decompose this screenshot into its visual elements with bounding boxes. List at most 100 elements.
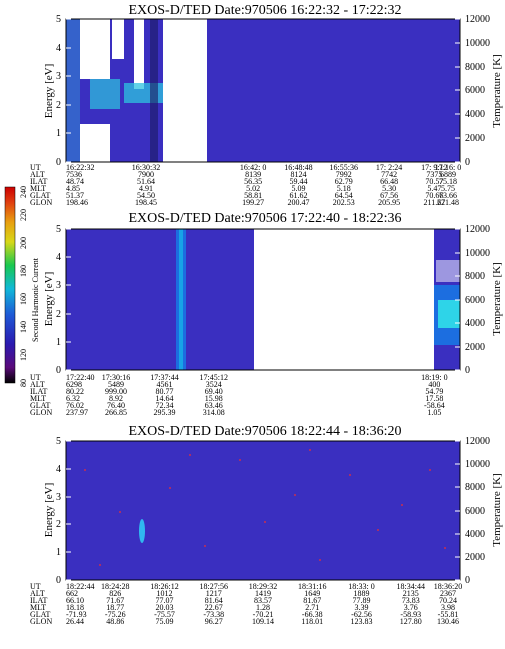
table-cell: 96.27: [205, 617, 223, 626]
y2-tick-label: 12000: [465, 224, 490, 235]
y2-tick-label: 10000: [465, 38, 490, 49]
panel-3: EXOS-D/TED Date:970506 18:22:44 - 18:36:…: [30, 424, 503, 626]
table-cell: 70.57: [425, 177, 443, 186]
colorbar-label: Second Harmonic Current: [31, 257, 40, 342]
row-label: GLAT: [30, 401, 51, 410]
heatmap-plot-area: [66, 441, 460, 580]
heatmap-band: [66, 19, 80, 162]
table-cell: 198.46: [66, 198, 88, 207]
table-cell: 18.77: [106, 603, 124, 612]
row-label: ALT: [30, 380, 45, 389]
table-cell: 51.37: [66, 191, 84, 200]
colorbar-tick: 140: [19, 321, 28, 333]
table-cell: 4.91: [139, 184, 153, 193]
table-cell: 70.24: [439, 596, 457, 605]
heatmap-plot-area: [66, 229, 460, 370]
right-ticks: 0 2000 4000 6000 8000 10000 12000: [455, 436, 490, 586]
colorbar-scale: [4, 186, 16, 384]
table-cell: 76.40: [107, 401, 125, 410]
y-tick-label: 2: [56, 309, 61, 320]
table-cell: 75.09: [156, 617, 174, 626]
y-tick-label: 4: [56, 464, 61, 475]
table-cell: 48.86: [106, 617, 124, 626]
heatmap-band: [438, 300, 460, 328]
row-label: GLAT: [30, 610, 51, 619]
table-cell: 81.64: [205, 596, 223, 605]
left-ticks: 0 1 2 3 4 5: [56, 436, 71, 586]
row-labels: UT ALT ILAT MLT GLAT GLON: [30, 163, 52, 207]
colorbar-tick: 80: [19, 379, 28, 387]
table-cell: 5.02: [246, 184, 260, 193]
table-cell: 1.28: [256, 603, 270, 612]
row-label: GLON: [30, 617, 52, 626]
table-cell: 70.66: [425, 191, 443, 200]
table-values: 16:22:32 16:30:32 16:42: 0 16:48:48 16:55:36…: [66, 163, 461, 207]
y-tick-label: 0: [56, 157, 61, 168]
colorbar-tick: 180: [19, 265, 28, 277]
row-label: GLAT: [30, 191, 51, 200]
table-cell: 3.98: [441, 603, 455, 612]
table-cell: 130.46: [437, 617, 459, 626]
table-cell: 5.09: [291, 184, 305, 193]
table-cell: 18:31:16: [298, 582, 326, 591]
panel-2: EXOS-D/TED Date:970506 17:22:40 - 18:22:…: [4, 186, 503, 417]
table-cell: 17:37:44: [150, 373, 178, 382]
table-cell: 8124: [290, 170, 306, 179]
table-cell: 3.76: [404, 603, 418, 612]
table-cell: 123.83: [351, 617, 373, 626]
table-cell: -71.93: [66, 610, 87, 619]
left-ticks: 0 1 2 3 4 5: [56, 14, 71, 168]
table-cell: 26.44: [66, 617, 84, 626]
table-cell: 15.98: [205, 394, 223, 403]
table-cell: 16:48:48: [284, 163, 312, 172]
y2-tick-label: 4000: [465, 109, 485, 120]
colorbar: Second Harmonic Current 80 120 140 160 1…: [4, 186, 40, 387]
table-cell: 8139: [245, 170, 261, 179]
table-cell: 73.66: [439, 191, 457, 200]
table-cell: 16:42: 0: [240, 163, 266, 172]
table-cell: 16:22:32: [66, 163, 94, 172]
table-cell: -75.57: [154, 610, 175, 619]
y2-tick-label: 0: [465, 157, 470, 168]
table-cell: 3.39: [355, 603, 369, 612]
table-cell: 18:29:32: [249, 582, 277, 591]
table-cell: 17:30:16: [102, 373, 130, 382]
y-axis-label: Energy [eV]: [43, 64, 55, 118]
table-cell: 7900: [138, 170, 154, 179]
table-cell: 2135: [403, 589, 419, 598]
table-cell: 64.54: [335, 191, 353, 200]
row-label: ILAT: [30, 387, 47, 396]
data-gap: [80, 19, 110, 79]
table-cell: 63.46: [205, 401, 223, 410]
table-cell: 1.05: [427, 408, 441, 417]
row-label: ALT: [30, 170, 45, 179]
table-cell: 7742: [381, 170, 397, 179]
table-cell: 662: [66, 589, 78, 598]
heatmap-speckle: [84, 449, 446, 566]
table-cell: 67.56: [380, 191, 398, 200]
y-tick-label: 2: [56, 100, 61, 111]
y2-tick-label: 12000: [465, 436, 490, 447]
row-labels: UT ALT ILAT MLT GLAT GLON: [30, 582, 52, 626]
table-cell: 400: [428, 380, 440, 389]
table-cell: 14.64: [156, 394, 174, 403]
panel-1: EXOS-D/TED Date:970506 16:22:32 - 17:22:…: [30, 3, 503, 207]
row-label: MLT: [30, 184, 46, 193]
y-tick-label: 0: [56, 365, 61, 376]
table-cell: 54.79: [425, 387, 443, 396]
table-cell: 54.50: [137, 191, 155, 200]
table-cell: -58.93: [400, 610, 421, 619]
y-tick-label: 5: [56, 14, 61, 25]
left-ticks: 0 1 2 3 4 5: [56, 224, 71, 376]
row-label: ILAT: [30, 596, 47, 605]
y2-tick-label: 6000: [465, 506, 485, 517]
table-cell: -70.21: [253, 610, 274, 619]
table-cell: 76.02: [66, 401, 84, 410]
table-cell: 237.97: [66, 408, 88, 417]
colorbar-tick: 240: [19, 186, 28, 198]
table-cell: 109.14: [252, 617, 274, 626]
table-cell: 17.58: [425, 394, 443, 403]
y2-tick-label: 8000: [465, 62, 485, 73]
table-cell: 18:33: 0: [348, 582, 374, 591]
